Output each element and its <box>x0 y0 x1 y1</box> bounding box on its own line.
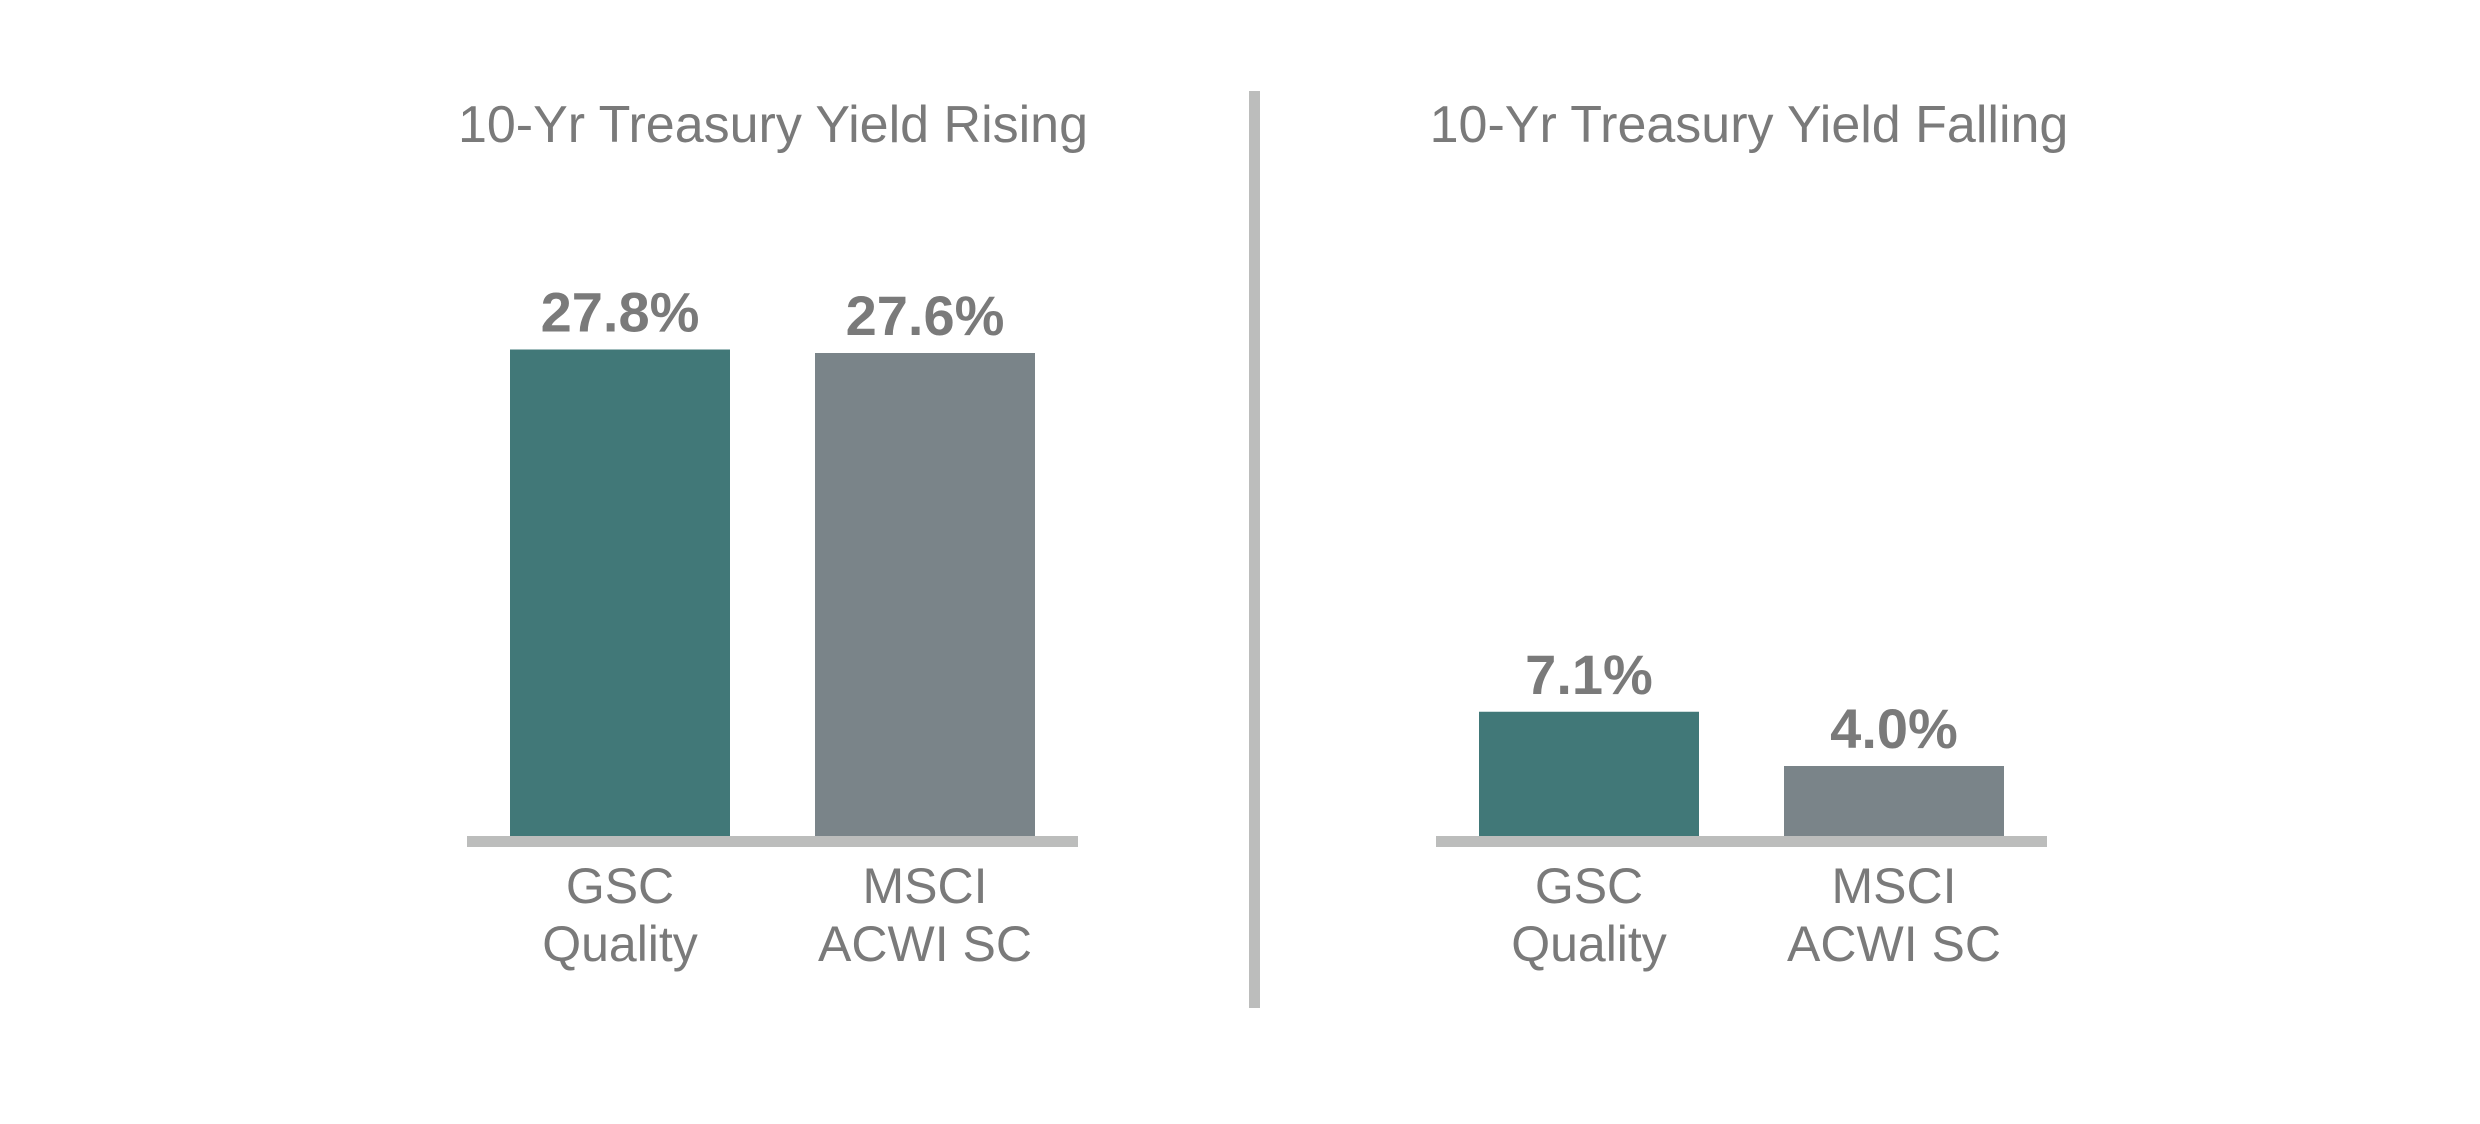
panel-divider <box>1249 91 1260 1008</box>
category-label-line2: Quality <box>1511 916 1667 972</box>
category-label-line2: ACWI SC <box>1787 916 2001 972</box>
category-label-line1: MSCI <box>863 858 988 914</box>
category-label-line2: ACWI SC <box>818 916 1032 972</box>
category-label-line2: Quality <box>542 916 698 972</box>
data-label: 27.6% <box>846 284 1005 347</box>
chart-panel-2: 10-Yr Treasury Yield Falling 7.1% GSCQuali… <box>1430 96 2069 972</box>
data-label: 7.1% <box>1525 643 1653 706</box>
category-label-line1: GSC <box>1535 858 1643 914</box>
data-label: 4.0% <box>1830 697 1958 760</box>
data-label: 27.8% <box>541 281 700 344</box>
chart-title: 10-Yr Treasury Yield Rising <box>458 96 1088 154</box>
bar-msci-acwi-sc <box>1784 766 2004 837</box>
bar-gsc-quality <box>510 349 730 837</box>
x-axis-baseline <box>467 836 1078 847</box>
chart-panel-1: 10-Yr Treasury Yield Rising 27.8% GSCQuali… <box>458 96 1088 972</box>
category-label-line1: GSC <box>566 858 674 914</box>
x-axis-baseline <box>1436 836 2047 847</box>
bar-gsc-quality <box>1479 711 1699 837</box>
bar-msci-acwi-sc <box>815 353 1035 837</box>
category-label-line1: MSCI <box>1832 858 1957 914</box>
chart-title: 10-Yr Treasury Yield Falling <box>1430 96 2069 154</box>
